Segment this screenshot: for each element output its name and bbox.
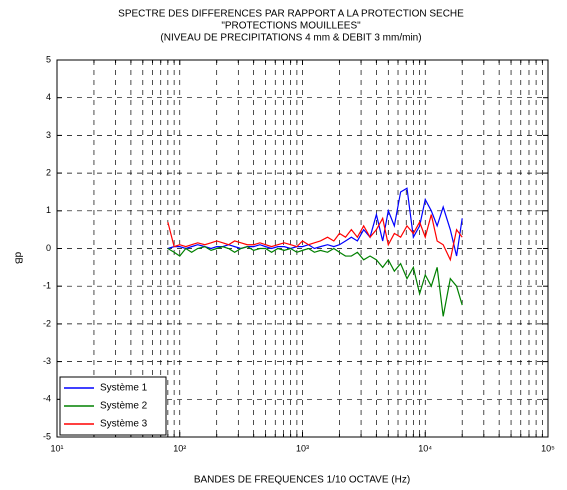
x-tick-label: 10² [173,443,186,453]
y-tick-label: -2 [43,318,51,328]
chart-subtitle: "PROTECTIONS MOUILLEES" [221,21,361,32]
x-tick-label: 10¹ [50,443,63,453]
legend-label: Système 1 [100,383,148,394]
y-tick-label: -3 [43,356,51,366]
y-tick-label: 0 [46,243,51,253]
axes-frame [56,59,549,438]
series-line [167,214,463,262]
chart-title: SPECTRE DES DIFFERENCES PAR RAPPORT A LA… [118,9,464,20]
y-tick-label: -4 [43,394,51,404]
y-tick-label: 5 [46,54,51,64]
y-tick-label: -5 [43,431,51,441]
legend-label: Système 2 [100,401,148,412]
chart-subtitle: (NIVEAU DE PRECIPITATIONS 4 mm & DEBIT 3… [160,33,421,44]
x-tick-label: 10⁴ [418,443,432,453]
y-tick-label: -1 [43,281,51,291]
series-line [167,245,463,317]
legend-label: Système 3 [100,419,148,430]
y-axis-label: dB [12,252,23,265]
y-tick-label: 2 [46,167,51,177]
x-axis-label: BANDES DE FREQUENCES 1/10 OCTAVE (Hz) [194,475,410,486]
x-tick-label: 10³ [296,443,309,453]
y-tick-label: 3 [46,130,51,140]
y-tick-label: 4 [46,92,51,102]
y-tick-label: 1 [46,205,51,215]
x-tick-label: 10⁵ [541,443,555,453]
series-line [167,187,463,257]
